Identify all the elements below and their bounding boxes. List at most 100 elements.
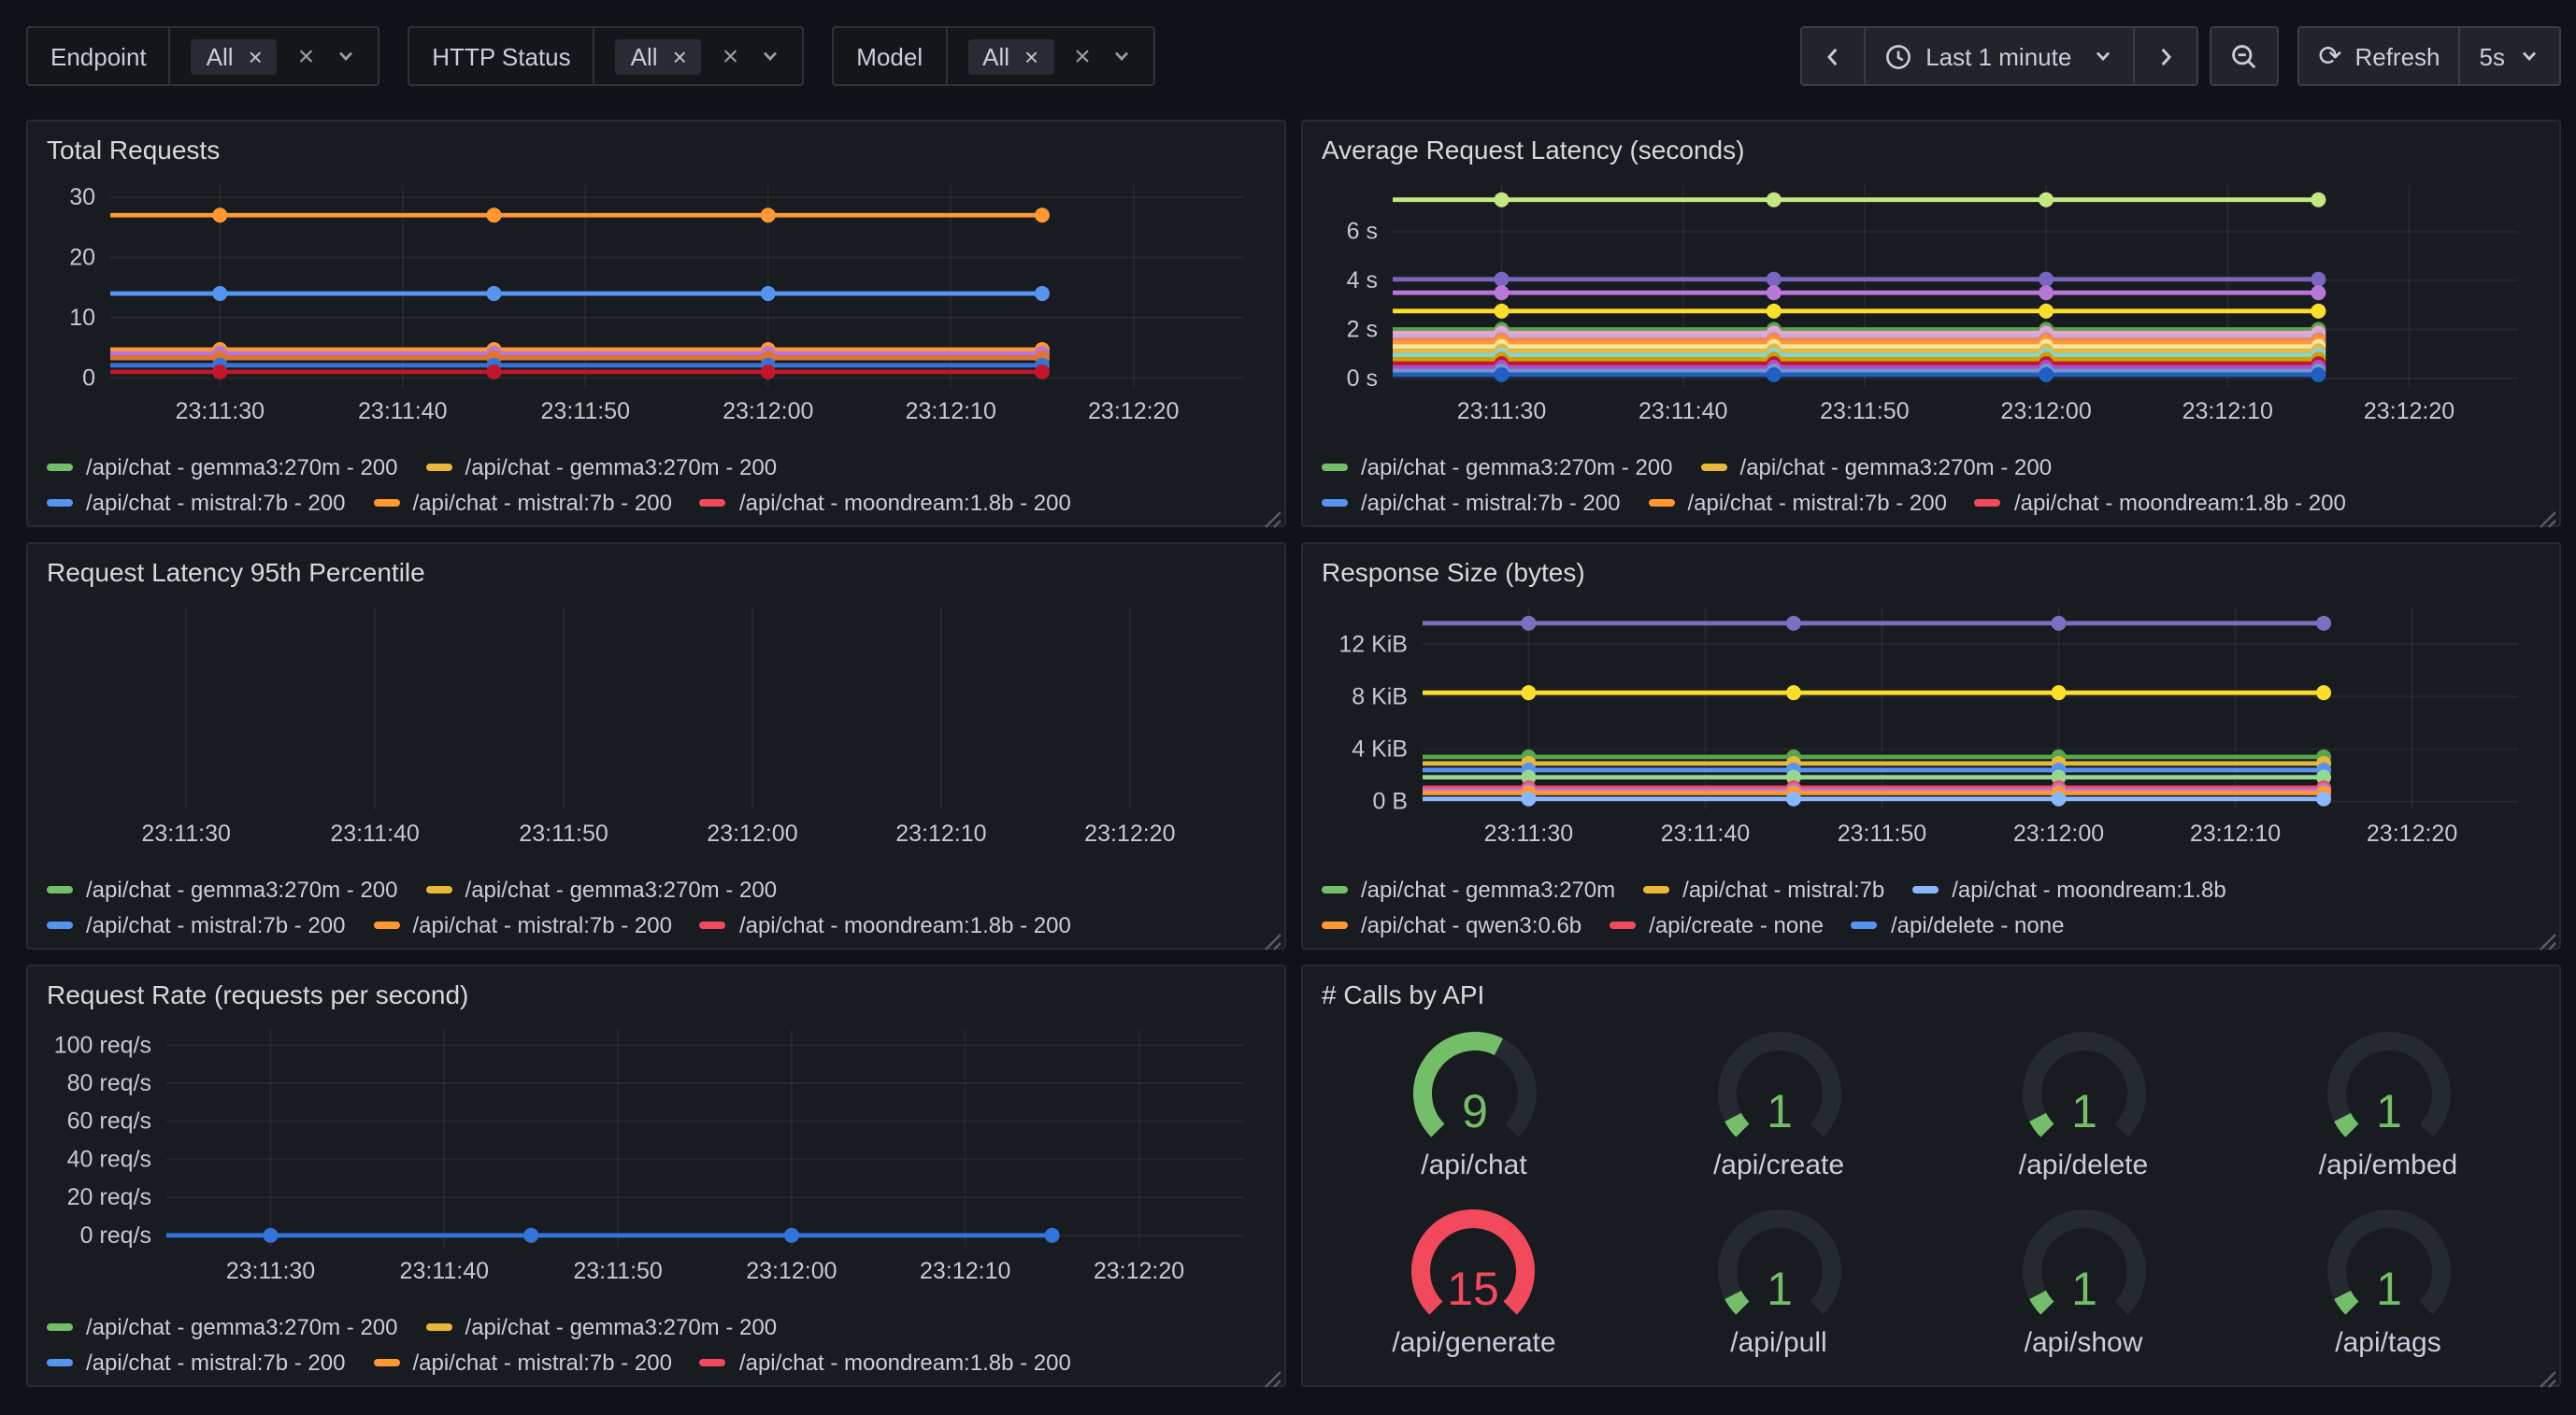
panel-title[interactable]: Total Requests	[47, 133, 1266, 166]
legend-item[interactable]: /api/chat - gemma3:270m - 200	[1322, 453, 1673, 479]
x-tick-label: 23:12:10	[906, 398, 996, 424]
time-forward-button[interactable]	[2133, 26, 2198, 86]
chart-canvas[interactable]: 23:11:3023:11:4023:11:5023:12:0023:12:10…	[1322, 593, 2540, 854]
gauge-arc: 1	[2009, 1026, 2158, 1146]
legend-item[interactable]: /api/chat - mistral:7b - 200	[373, 489, 671, 515]
legend-item[interactable]: /api/chat - moondream:1.8b	[1912, 876, 2226, 902]
time-back-button[interactable]	[1800, 26, 1866, 86]
filter-chip[interactable]: All ×	[192, 38, 278, 74]
filter-dropdown-caret[interactable]	[1111, 45, 1134, 67]
legend-color-swatch	[47, 1358, 73, 1365]
series-point	[212, 207, 227, 222]
remove-filter-value-icon[interactable]: ×	[673, 44, 687, 68]
panel-response-size: Response Size (bytes) 23:11:3023:11:4023:…	[1301, 542, 2561, 950]
x-tick-label: 23:12:20	[2364, 398, 2454, 424]
filter-chip[interactable]: All ×	[967, 38, 1053, 74]
legend-item[interactable]: /api/chat - mistral:7b - 200	[1648, 489, 1946, 515]
legend-color-swatch	[47, 1322, 73, 1330]
series-point	[1521, 792, 1536, 807]
series-point	[487, 286, 502, 301]
legend-item[interactable]: /api/chat - mistral:7b - 200	[47, 1349, 345, 1375]
series-point	[1767, 285, 1782, 300]
gauge--api-embed: 1/api/embed	[2313, 1026, 2463, 1181]
panel-resize-handle[interactable]	[1264, 927, 1282, 946]
legend-item[interactable]: /api/delete - none	[1852, 911, 2065, 937]
refresh-interval-dropdown[interactable]: 5s	[2459, 26, 2561, 86]
series-point	[2039, 367, 2054, 382]
filter-value-area[interactable]: All × ×	[947, 28, 1154, 84]
panel-title[interactable]: Response Size (bytes)	[1322, 555, 2540, 589]
legend-label: /api/chat - moondream:1.8b	[1952, 876, 2226, 902]
y-tick-label: 20 req/s	[67, 1184, 151, 1210]
legend-item[interactable]: /api/chat - gemma3:270m - 200	[1701, 453, 2053, 479]
panel-resize-handle[interactable]	[2539, 505, 2557, 523]
legend-label: /api/chat - gemma3:270m - 200	[86, 1313, 398, 1339]
legend-item[interactable]: /api/chat - mistral:7b - 200	[47, 911, 345, 937]
x-tick-label: 23:12:10	[2182, 398, 2273, 424]
refresh-icon: ⟳	[2318, 42, 2341, 70]
time-controls: Last 1 minute ⟳ R	[1800, 26, 2561, 86]
legend-item[interactable]: /api/chat - mistral:7b - 200	[1322, 489, 1620, 515]
series-point	[1035, 286, 1050, 301]
chart-canvas[interactable]: 23:11:3023:11:4023:11:5023:12:0023:12:10…	[1322, 170, 2540, 432]
panel-body: 9/api/chat1/api/create1/api/delete1/api/…	[1322, 1015, 2540, 1370]
panel-body: 23:11:3023:11:4023:11:5023:12:0023:12:10…	[1322, 593, 2540, 864]
chart-canvas[interactable]: 23:11:3023:11:4023:11:5023:12:0023:12:10…	[47, 593, 1266, 854]
legend-item[interactable]: /api/chat - gemma3:270m - 200	[47, 453, 398, 479]
panel-resize-handle[interactable]	[2539, 1365, 2557, 1383]
legend-item[interactable]: /api/chat - mistral:7b - 200	[47, 489, 345, 515]
filter-dropdown-caret[interactable]	[335, 45, 357, 67]
legend-label: /api/chat - gemma3:270m - 200	[465, 1313, 778, 1339]
refresh-button[interactable]: ⟳ Refresh	[2297, 26, 2460, 86]
chart-canvas[interactable]: 23:11:3023:11:4023:11:5023:12:0023:12:10…	[47, 1015, 1266, 1292]
time-range-picker[interactable]: Last 1 minute	[1864, 26, 2135, 86]
series-point	[2311, 304, 2326, 319]
panel-resize-handle[interactable]	[1264, 1365, 1282, 1383]
panel-title[interactable]: Request Latency 95th Percentile	[47, 555, 1266, 589]
series-point	[2316, 616, 2331, 631]
panel-resize-handle[interactable]	[1264, 505, 1282, 523]
legend-item[interactable]: /api/chat - gemma3:270m - 200	[47, 876, 398, 902]
clear-filter-icon[interactable]: ×	[723, 42, 739, 70]
x-tick-label: 23:12:00	[707, 821, 797, 847]
gauge-arc: 9	[1399, 1026, 1549, 1146]
legend-item[interactable]: /api/create - none	[1610, 911, 1824, 937]
legend-item[interactable]: /api/chat - mistral:7b - 200	[373, 911, 671, 937]
legend-item[interactable]: /api/chat - moondream:1.8b - 200	[700, 1349, 1071, 1375]
legend-item[interactable]: /api/chat - mistral:7b - 200	[373, 1349, 671, 1375]
series-point	[761, 207, 776, 222]
filter-value-area[interactable]: All × ×	[595, 28, 803, 84]
legend-color-swatch	[47, 498, 73, 506]
legend-item[interactable]: /api/chat - gemma3:270m	[1322, 876, 1615, 902]
legend-item[interactable]: /api/chat - moondream:1.8b - 200	[1975, 489, 2346, 515]
panel-resize-handle[interactable]	[2539, 927, 2557, 946]
legend-item[interactable]: /api/chat - qwen3:0.6b	[1322, 911, 1581, 937]
panel-title[interactable]: # Calls by API	[1322, 978, 2540, 1011]
filter-chip[interactable]: All ×	[616, 38, 702, 74]
legend-item[interactable]: /api/chat - gemma3:270m - 200	[426, 1313, 778, 1339]
y-tick-label: 4 s	[1347, 267, 1378, 293]
panel-request-rate: Request Rate (requests per second) 23:11:…	[26, 965, 1286, 1387]
series-point	[2311, 285, 2326, 300]
legend-item[interactable]: /api/chat - moondream:1.8b - 200	[700, 489, 1071, 515]
remove-filter-value-icon[interactable]: ×	[249, 44, 263, 68]
legend-item[interactable]: /api/chat - gemma3:270m - 200	[426, 876, 778, 902]
legend-item[interactable]: /api/chat - mistral:7b	[1643, 876, 1884, 902]
clear-filter-icon[interactable]: ×	[298, 42, 315, 70]
legend-label: /api/chat - mistral:7b - 200	[412, 1349, 671, 1375]
legend-item[interactable]: /api/chat - gemma3:270m - 200	[426, 453, 778, 479]
legend-item[interactable]: /api/chat - gemma3:270m - 200	[47, 1313, 398, 1339]
clear-filter-icon[interactable]: ×	[1074, 42, 1091, 70]
y-tick-label: 2 s	[1347, 316, 1378, 342]
panel-title[interactable]: Request Rate (requests per second)	[47, 978, 1266, 1011]
filter-dropdown-caret[interactable]	[759, 45, 781, 67]
remove-filter-value-icon[interactable]: ×	[1024, 44, 1038, 68]
zoom-out-button[interactable]	[2210, 26, 2279, 86]
filter-value-area[interactable]: All × ×	[171, 28, 379, 84]
y-tick-label: 6 s	[1347, 219, 1378, 245]
chart-canvas[interactable]: 23:11:3023:11:4023:11:5023:12:0023:12:10…	[47, 170, 1266, 432]
panel-title[interactable]: Average Request Latency (seconds)	[1322, 133, 2540, 166]
filter-endpoint: Endpoint All × ×	[26, 26, 379, 86]
x-tick-label: 23:11:40	[358, 398, 447, 424]
legend-item[interactable]: /api/chat - moondream:1.8b - 200	[700, 911, 1071, 937]
